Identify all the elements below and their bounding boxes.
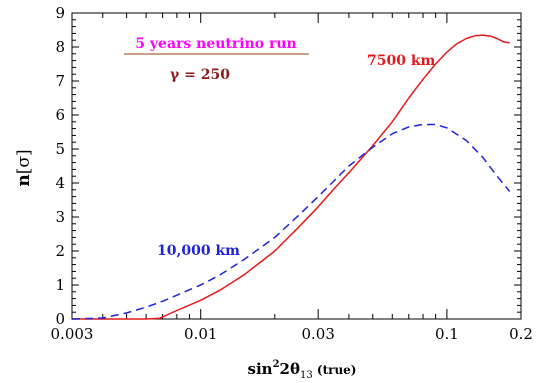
y-tick-label: 5: [55, 140, 65, 158]
y-tick-label: 4: [55, 174, 65, 192]
x-tick-label: 0.03: [301, 325, 334, 343]
header-label: 5 years neutrino run: [135, 36, 296, 52]
y-tick-label: 3: [55, 208, 65, 226]
y-tick-label: 6: [55, 106, 65, 124]
x-tick-label: 0.01: [184, 325, 217, 343]
plot-frame: [71, 12, 522, 320]
x-tick-label: 0.2: [509, 325, 533, 343]
y-tick-label: 8: [55, 38, 65, 56]
series-line-10000km: [71, 123, 511, 320]
x-tick-label: 0.1: [435, 325, 459, 343]
y-tick-label: 9: [55, 4, 65, 22]
gamma-label: γ = 250: [170, 67, 230, 83]
y-tick-label: 2: [55, 242, 65, 260]
series-label-10000km: 10,000 km: [157, 243, 240, 259]
series-layer: [71, 34, 511, 320]
x-axis-label: sin22θ13 (true): [248, 359, 357, 381]
y-tick-label: 7: [55, 72, 65, 90]
series-label-7500km: 7500 km: [367, 53, 436, 69]
y-axis-label: n[σ]: [14, 149, 34, 186]
x-tick-label: 0.003: [51, 325, 94, 343]
series-line-7500km: [72, 34, 510, 320]
y-tick-label: 1: [55, 276, 65, 294]
y-tick-label: 0: [55, 310, 65, 328]
axes: 0 1 2 3 4 5 6 7 8 9 0.003 0.01 0.03 0.1 0.2: [51, 4, 533, 343]
